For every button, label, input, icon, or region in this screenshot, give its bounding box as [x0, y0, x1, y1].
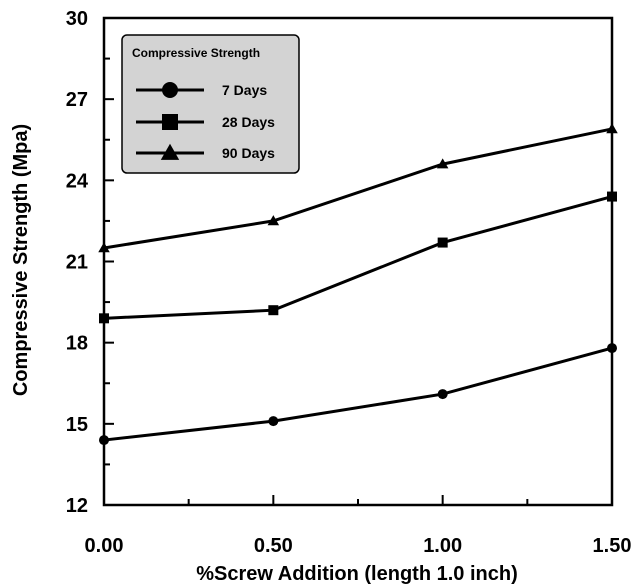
y-axis-title: Compressive Strength (Mpa) — [10, 124, 32, 396]
y-tick-label: 21 — [66, 252, 88, 274]
y-tick-label: 18 — [66, 333, 88, 355]
series-28-days — [99, 191, 617, 324]
legend-item: 28 Days — [136, 114, 275, 130]
y-tick-label: 27 — [66, 89, 88, 111]
legend-marker — [162, 82, 178, 98]
data-point — [268, 305, 279, 316]
data-point — [437, 389, 448, 400]
x-tick-label: 1.50 — [593, 535, 632, 557]
legend-marker — [160, 143, 180, 160]
series-layer — [98, 123, 618, 446]
legend-items: 7 Days 28 Days 90 Days — [136, 82, 275, 161]
axes: 0.00 0.50 1.00 1.50 12 15 18 21 24 27 30 — [66, 8, 632, 557]
data-point — [98, 242, 110, 253]
data-point — [607, 191, 617, 202]
legend-label: 28 Days — [222, 114, 275, 130]
x-tick-label: 0.00 — [85, 535, 124, 557]
data-point — [99, 313, 109, 324]
data-point — [607, 343, 617, 354]
legend-title: Compressive Strength — [132, 46, 260, 60]
y-tick-label: 30 — [66, 8, 88, 30]
legend-box — [121, 34, 300, 174]
data-point — [437, 237, 448, 248]
y-tick-label: 24 — [66, 170, 89, 192]
x-tick-label: 1.00 — [423, 535, 462, 557]
y-tick-label: 15 — [66, 414, 88, 436]
series-line — [103, 346, 613, 442]
data-point — [99, 435, 109, 446]
data-point — [268, 416, 279, 427]
data-point — [436, 158, 449, 169]
series-7-days — [99, 343, 617, 446]
legend-label: 7 Days — [222, 82, 267, 98]
series-90-days — [98, 123, 618, 253]
data-point — [267, 215, 280, 226]
series-line — [103, 127, 613, 250]
legend-item: 7 Days — [136, 82, 267, 98]
x-tick-label: 0.50 — [254, 535, 293, 557]
legend-label: 90 Days — [222, 145, 275, 161]
legend: Compressive Strength 7 Days 28 Days 90 Day… — [121, 34, 300, 174]
y-tick-label: 12 — [66, 495, 88, 517]
series-line — [103, 195, 613, 320]
x-axis-title: %Screw Addition (length 1.0 inch) — [196, 563, 518, 585]
legend-marker — [162, 114, 178, 130]
data-point — [606, 123, 618, 134]
legend-item: 90 Days — [136, 143, 275, 161]
